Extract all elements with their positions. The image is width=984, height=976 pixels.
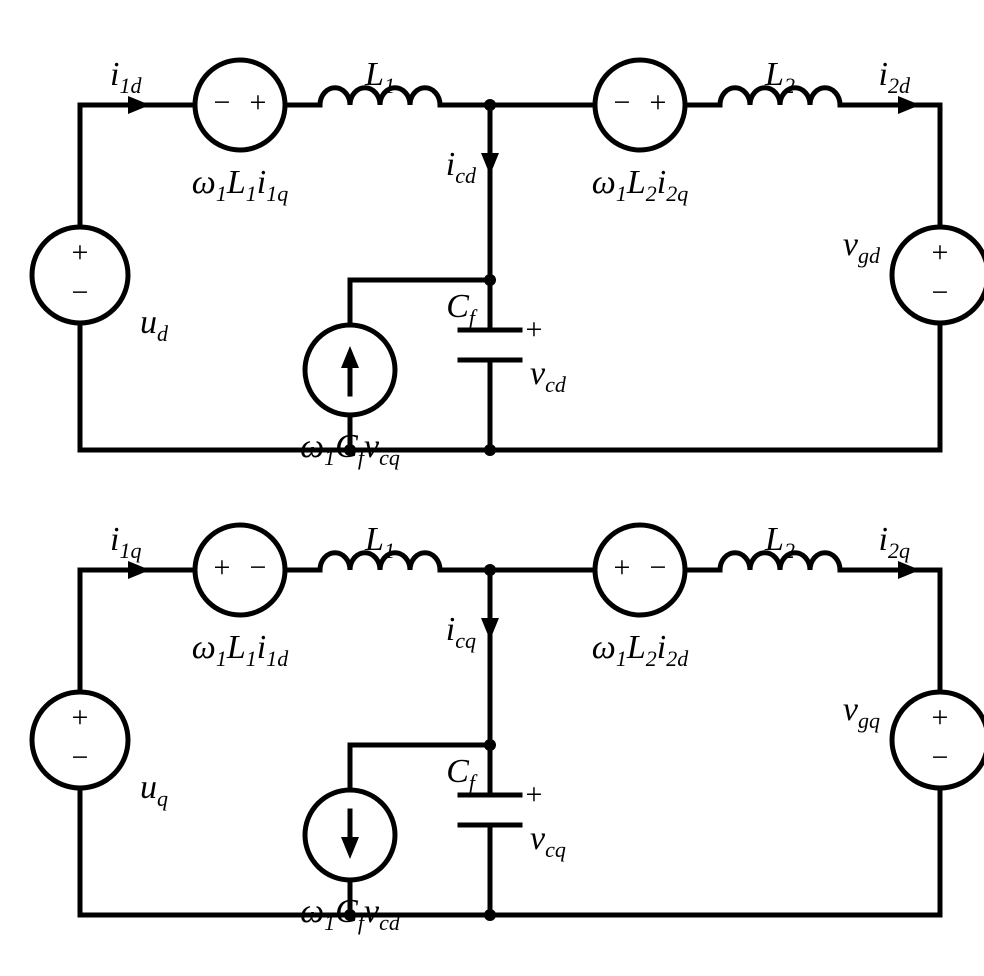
- svg-text:ω1L1i1q: ω1L1i1q: [192, 164, 288, 206]
- svg-text:i1d: i1d: [110, 56, 142, 98]
- svg-text:+: +: [526, 313, 543, 346]
- svg-text:+: +: [614, 551, 631, 584]
- svg-text:−: −: [214, 86, 231, 119]
- svg-text:icd: icd: [446, 146, 477, 188]
- svg-text:−: −: [932, 276, 949, 309]
- svg-text:−: −: [932, 741, 949, 774]
- svg-text:+: +: [72, 236, 89, 269]
- svg-text:vgd: vgd: [843, 226, 881, 268]
- svg-text:L2: L2: [764, 521, 795, 563]
- svg-text:i2q: i2q: [879, 521, 910, 563]
- svg-text:+: +: [650, 86, 667, 119]
- svg-text:+: +: [250, 86, 267, 119]
- svg-text:−: −: [72, 276, 89, 309]
- q-axis-circuit: +−uq+−vgq+−ω1L1i1dL1+−ω1L2i2dL2i1qi2qicq…: [32, 521, 984, 935]
- svg-text:ud: ud: [140, 304, 169, 346]
- svg-text:+: +: [932, 236, 949, 269]
- svg-text:L1: L1: [364, 521, 395, 563]
- svg-text:ω1Cfvcq: ω1Cfvcq: [300, 428, 400, 470]
- svg-text:vcd: vcd: [530, 355, 567, 397]
- svg-text:ω1L2i2d: ω1L2i2d: [592, 629, 689, 671]
- svg-text:ω1Cfvcd: ω1Cfvcd: [300, 893, 401, 935]
- svg-text:i2d: i2d: [879, 56, 911, 98]
- d-axis-circuit: +−ud+−vgd−+ω1L1i1qL1−+ω1L2i2qL2i1di2dicd…: [32, 56, 984, 470]
- svg-text:uq: uq: [140, 769, 168, 811]
- svg-text:icq: icq: [446, 611, 476, 653]
- svg-text:+: +: [526, 778, 543, 811]
- svg-text:−: −: [614, 86, 631, 119]
- svg-text:−: −: [650, 551, 667, 584]
- svg-text:+: +: [214, 551, 231, 584]
- svg-text:Cf: Cf: [446, 753, 478, 795]
- svg-text:+: +: [72, 701, 89, 734]
- svg-text:ω1L2i2q: ω1L2i2q: [592, 164, 688, 206]
- svg-text:L2: L2: [764, 56, 795, 98]
- svg-text:vgq: vgq: [843, 691, 880, 733]
- circuit-diagram: +−ud+−vgd−+ω1L1i1qL1−+ω1L2i2qL2i1di2dicd…: [20, 20, 984, 956]
- svg-text:L1: L1: [364, 56, 395, 98]
- svg-text:vcq: vcq: [530, 820, 566, 862]
- svg-text:+: +: [932, 701, 949, 734]
- svg-text:−: −: [250, 551, 267, 584]
- svg-text:i1q: i1q: [110, 521, 141, 563]
- svg-text:Cf: Cf: [446, 288, 478, 330]
- svg-text:ω1L1i1d: ω1L1i1d: [192, 629, 289, 671]
- svg-text:−: −: [72, 741, 89, 774]
